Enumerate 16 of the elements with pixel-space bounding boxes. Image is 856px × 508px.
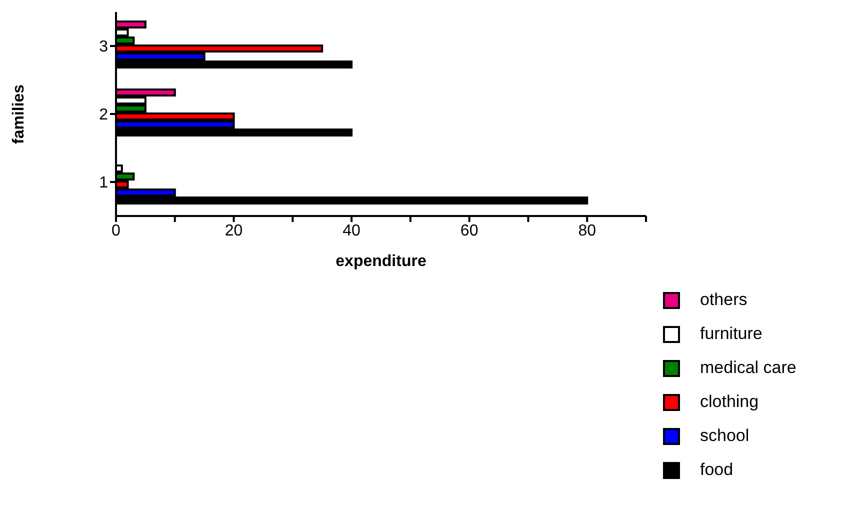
legend-label: food bbox=[700, 460, 734, 480]
y-tick-label: 1 bbox=[99, 174, 108, 192]
x-tick-label: 20 bbox=[224, 222, 243, 240]
legend-label: medical care bbox=[700, 358, 796, 378]
x-tick-label: 60 bbox=[460, 222, 478, 240]
x-tick-label: 80 bbox=[578, 222, 596, 240]
y-tick-label: 2 bbox=[99, 106, 108, 124]
legend-label: school bbox=[700, 426, 750, 446]
x-tick-label: 0 bbox=[112, 222, 121, 240]
y-axis-title: families bbox=[10, 84, 28, 144]
legend-label: clothing bbox=[700, 392, 759, 412]
x-axis-title: expenditure bbox=[336, 253, 426, 270]
y-tick-label: 3 bbox=[99, 38, 108, 56]
legend-label: furniture bbox=[700, 324, 762, 344]
legend-label: others bbox=[700, 290, 748, 310]
x-tick-label: 40 bbox=[342, 222, 361, 240]
